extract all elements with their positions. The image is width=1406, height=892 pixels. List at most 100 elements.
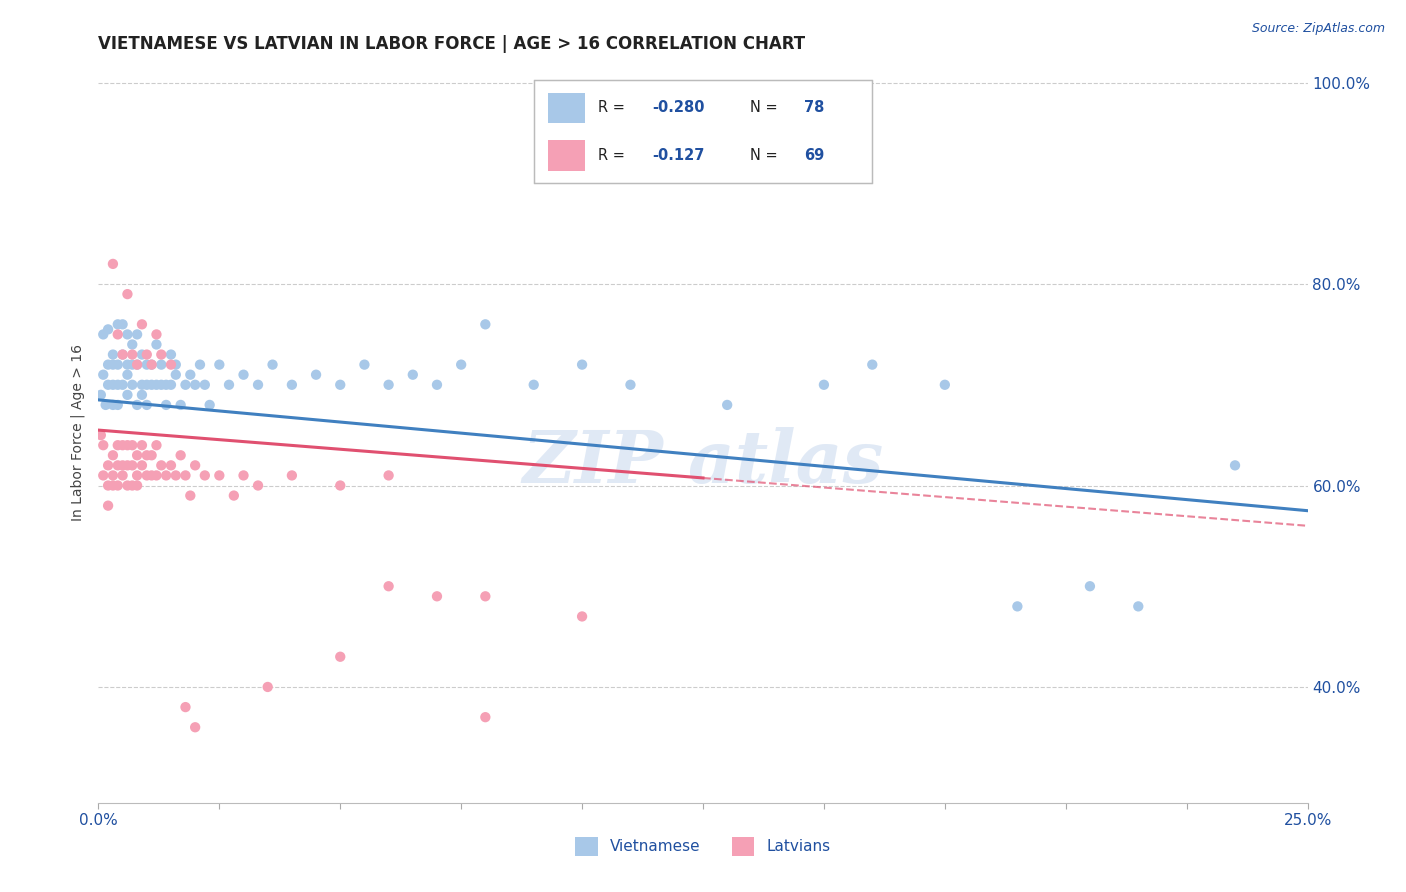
Point — [571, 609, 593, 624]
Point — [101, 478, 124, 492]
Point — [91, 438, 114, 452]
Point — [160, 458, 183, 473]
Point — [174, 468, 197, 483]
Point — [169, 398, 191, 412]
Point — [107, 458, 129, 473]
Point — [101, 448, 124, 462]
Point — [121, 347, 143, 361]
Point — [232, 468, 254, 483]
Point — [101, 377, 124, 392]
Point — [121, 458, 143, 473]
Point — [256, 680, 278, 694]
Point — [117, 388, 139, 402]
Point — [150, 458, 173, 473]
Point — [141, 468, 163, 483]
Point — [232, 368, 254, 382]
Point — [155, 468, 177, 483]
Point — [145, 337, 167, 351]
Point — [101, 468, 124, 483]
Point — [135, 448, 157, 462]
Point — [222, 489, 245, 503]
Point — [179, 489, 201, 503]
Point — [135, 358, 157, 372]
Y-axis label: In Labor Force | Age > 16: In Labor Force | Age > 16 — [70, 344, 86, 521]
Point — [426, 590, 449, 604]
Point — [97, 478, 120, 492]
Point — [131, 377, 153, 392]
Point — [117, 358, 139, 372]
Point — [107, 398, 129, 412]
Point — [121, 377, 143, 392]
Point — [127, 358, 149, 372]
Text: Source: ZipAtlas.com: Source: ZipAtlas.com — [1251, 22, 1385, 36]
Point — [117, 327, 139, 342]
Point — [117, 287, 139, 301]
Point — [281, 468, 304, 483]
Point — [127, 398, 149, 412]
Point — [450, 358, 472, 372]
Point — [174, 377, 197, 392]
Point — [127, 468, 149, 483]
Point — [179, 368, 201, 382]
Point — [474, 318, 496, 332]
Point — [141, 358, 163, 372]
Point — [101, 257, 124, 271]
Point — [165, 358, 187, 372]
Point — [107, 327, 129, 342]
Point — [121, 337, 143, 351]
Point — [135, 377, 157, 392]
Point — [90, 428, 112, 442]
Point — [155, 377, 177, 392]
Point — [97, 458, 120, 473]
Point — [135, 468, 157, 483]
Point — [101, 347, 124, 361]
Legend: Vietnamese, Latvians: Vietnamese, Latvians — [569, 831, 837, 862]
Point — [121, 478, 143, 492]
Point — [1128, 599, 1150, 614]
Point — [107, 318, 129, 332]
Point — [523, 377, 546, 392]
Text: R =: R = — [599, 100, 626, 115]
Text: ZIP atlas: ZIP atlas — [523, 426, 883, 498]
Point — [141, 377, 163, 392]
Point — [111, 347, 134, 361]
Point — [247, 478, 270, 492]
Point — [174, 700, 197, 714]
Point — [117, 438, 139, 452]
Text: N =: N = — [751, 148, 778, 163]
Point — [262, 358, 284, 372]
Point — [329, 478, 352, 492]
Point — [107, 478, 129, 492]
Point — [160, 358, 183, 372]
Point — [208, 358, 231, 372]
Point — [716, 398, 738, 412]
Point — [169, 448, 191, 462]
Point — [111, 347, 134, 361]
Point — [91, 468, 114, 483]
Point — [377, 468, 399, 483]
Point — [247, 377, 270, 392]
Point — [571, 358, 593, 372]
Point — [127, 327, 149, 342]
Text: -0.280: -0.280 — [652, 100, 704, 115]
Point — [155, 398, 177, 412]
Point — [117, 478, 139, 492]
Point — [208, 468, 231, 483]
Point — [474, 590, 496, 604]
Point — [160, 377, 183, 392]
Point — [107, 377, 129, 392]
Point — [145, 438, 167, 452]
Point — [184, 458, 207, 473]
Point — [91, 368, 114, 382]
Point — [150, 358, 173, 372]
Point — [813, 377, 835, 392]
Point — [329, 377, 352, 392]
Bar — [548, 93, 585, 123]
Text: VIETNAMESE VS LATVIAN IN LABOR FORCE | AGE > 16 CORRELATION CHART: VIETNAMESE VS LATVIAN IN LABOR FORCE | A… — [98, 35, 806, 53]
Point — [281, 377, 304, 392]
Point — [97, 322, 120, 336]
Point — [111, 468, 134, 483]
Point — [127, 478, 149, 492]
Point — [184, 720, 207, 734]
Point — [353, 358, 375, 372]
